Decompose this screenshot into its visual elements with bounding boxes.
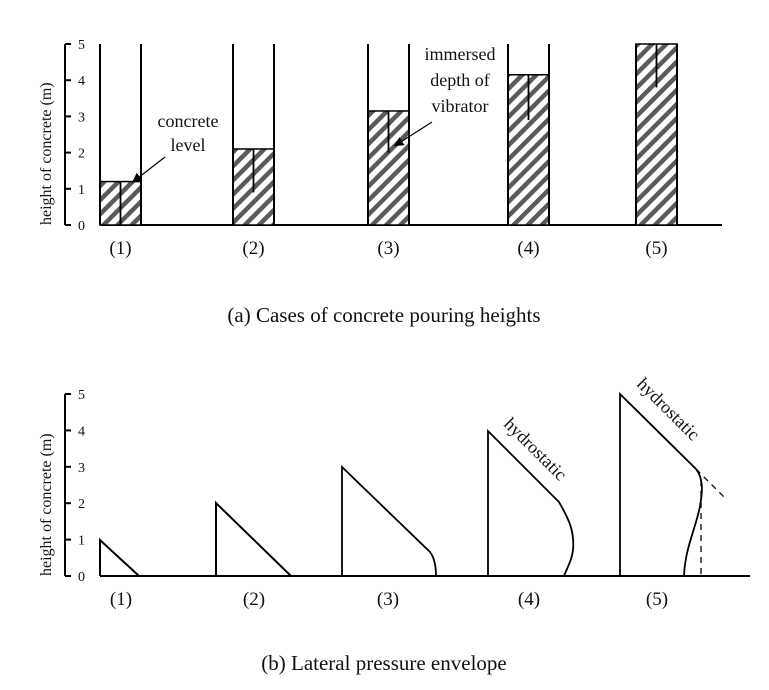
panel-a-y-tick-label: 3 bbox=[78, 110, 85, 125]
pressure-envelope-3 bbox=[341, 464, 437, 577]
vibrator-label-3: vibrator bbox=[432, 96, 489, 116]
panel-b: height of concrete (m) 0 1 2 3 4 5 hydrostati… bbox=[38, 374, 750, 675]
panel-a-ylabel: height of concrete (m) bbox=[38, 82, 55, 225]
panel-b-y-tick-label: 2 bbox=[78, 497, 85, 512]
panel-b-caption: (b) Lateral pressure envelope bbox=[261, 651, 506, 675]
panel-a-y-tick-label: 4 bbox=[78, 74, 85, 89]
vibrator-arrow bbox=[393, 121, 433, 147]
pressure-envelope-1 bbox=[99, 537, 140, 577]
panel-b-ylabel: height of concrete (m) bbox=[38, 433, 55, 576]
hydrostatic-label-4: hydrostatic bbox=[500, 414, 571, 485]
panel-b-case-label: (1) bbox=[110, 589, 132, 610]
panel-b-y-tick-label: 1 bbox=[78, 534, 85, 549]
panel-b-y-tick-label: 4 bbox=[78, 424, 85, 439]
pressure-envelope-5 bbox=[619, 391, 703, 577]
pressure-envelope-4 bbox=[487, 428, 575, 577]
concrete-level-label-2: level bbox=[171, 135, 206, 155]
panel-a-y-tick-label: 1 bbox=[78, 183, 85, 198]
pressure-envelope-2 bbox=[215, 500, 292, 577]
concrete-level-arrow bbox=[132, 156, 166, 183]
panel-b-case-label: (3) bbox=[377, 589, 399, 610]
panel-b-y-tick-label: 3 bbox=[78, 461, 85, 476]
hydrostatic-label-5: hydrostatic bbox=[633, 374, 704, 445]
panel-a-caption: (a) Cases of concrete pouring heights bbox=[227, 303, 540, 327]
panel-a-case-label: (4) bbox=[517, 238, 539, 259]
panel-a: height of concrete (m) 0 1 2 3 4 5 (1) (2) (3) (… bbox=[38, 38, 722, 327]
panel-b-y-tick-label: 0 bbox=[78, 570, 85, 585]
hydrostatic-extension-dashed bbox=[695, 468, 725, 498]
panel-a-y-tick-label: 0 bbox=[78, 219, 85, 234]
panel-a-y-tick-label: 5 bbox=[78, 38, 85, 53]
panel-a-case-label: (5) bbox=[645, 238, 667, 259]
panel-a-y-tick-label: 2 bbox=[78, 147, 85, 162]
panel-b-y-tick-label: 5 bbox=[78, 388, 85, 403]
panel-a-case-label: (2) bbox=[242, 238, 264, 259]
panel-b-case-label: (5) bbox=[646, 589, 668, 610]
panel-a-case-label: (3) bbox=[377, 238, 399, 259]
vibrator-label-1: immersed bbox=[425, 44, 496, 64]
panel-b-case-label: (2) bbox=[243, 589, 265, 610]
panel-b-case-label: (4) bbox=[518, 589, 540, 610]
vibrator-label-2: depth of bbox=[430, 70, 489, 90]
concrete-level-label-1: concrete bbox=[158, 111, 219, 131]
panel-a-case-label: (1) bbox=[109, 238, 131, 259]
